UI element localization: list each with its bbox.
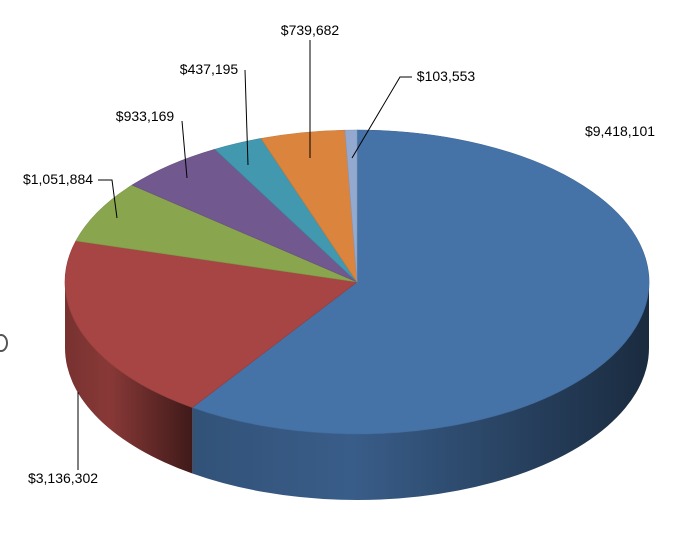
slice-3-136-302	[64, 240, 358, 408]
data-label: $437,195	[180, 61, 239, 77]
partial-legend-marker	[0, 334, 8, 352]
data-labels: $9,418,101 $3,136,302 $1,051,884 $933,169 $4…	[23, 22, 655, 486]
data-label: $1,051,884	[23, 171, 93, 187]
slice-1-051-884	[75, 184, 358, 283]
pie-slices	[64, 129, 650, 435]
slice-9-418-101	[191, 129, 650, 435]
leader-line	[98, 179, 118, 219]
data-label: $9,418,101	[585, 123, 655, 139]
data-label: $933,169	[116, 108, 175, 124]
leader-line	[351, 76, 412, 159]
slice-side-9-418-101	[192, 282, 649, 500]
pie-sides	[64, 282, 649, 500]
leader-line	[181, 120, 188, 179]
slice-103-553	[344, 129, 358, 283]
data-label: $3,136,302	[28, 470, 98, 486]
leader-line	[244, 69, 249, 166]
data-label: $103,553	[417, 68, 476, 84]
slice-side-3-136-302	[64, 282, 193, 474]
data-label: $739,682	[281, 22, 340, 38]
